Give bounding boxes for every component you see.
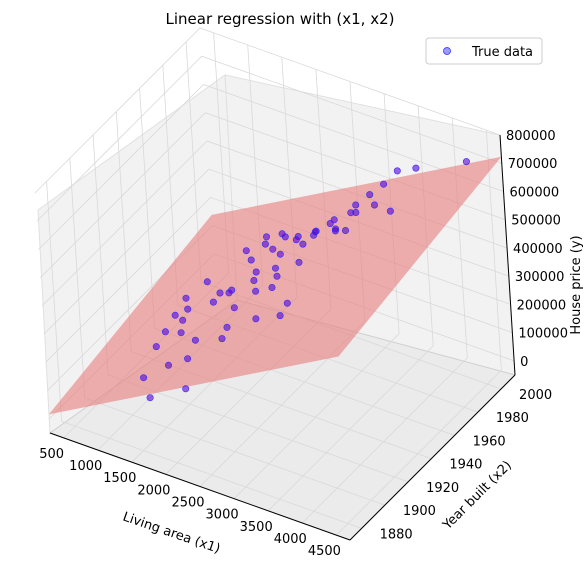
z-tick-label: 500000 [511,214,561,229]
y-axis-line [349,374,516,541]
data-point [252,268,260,276]
y-gridline [46,181,362,529]
data-point [269,245,277,253]
x-tick-label: 4500 [308,544,341,559]
data-point [370,201,378,209]
data-point [261,240,269,248]
data-point [278,230,286,238]
y-tick-label: 1980 [496,411,529,426]
y-tick-label: 1920 [426,481,459,496]
y-tick-label: 2000 [519,388,552,403]
z-tick-label: 300000 [515,270,565,285]
data-point [352,201,360,209]
data-point [182,385,190,393]
data-point [412,164,420,172]
data-point [380,180,388,188]
data-point [332,225,340,233]
x-tick-label: 2000 [137,483,170,498]
data-point [225,289,233,297]
data-point [184,305,192,313]
legend-box [425,37,543,65]
data-point [140,374,148,382]
z-gridline [34,27,501,194]
legend: True data [425,37,543,65]
data-point [295,258,303,266]
x-tick-label: 1000 [69,459,102,474]
x-tick-label: 500 [39,447,64,462]
data-point [393,167,401,175]
data-point [330,216,338,224]
y-tick-label: 1940 [449,458,482,473]
data-point [191,336,199,344]
x-tick-label: 3500 [240,520,273,535]
data-point [182,294,190,302]
data-point [262,233,270,241]
data-point [218,335,226,343]
data-point [271,264,279,272]
data-point [252,315,260,323]
z-tick-label: 0 [520,355,528,370]
data-point [161,328,169,336]
data-point [179,316,187,324]
data-point [299,240,307,248]
y-tick-label: 1900 [403,504,436,519]
z-axis-line [499,134,516,376]
x-tick-label: 3000 [206,508,239,523]
scatter-points [140,158,470,402]
chart-title: Linear regression with (x1, x2) [166,10,395,28]
x-tick-label: 1500 [103,471,136,486]
regression-plane [48,156,502,415]
data-point [177,329,185,337]
data-point [292,236,300,244]
y-tick-label: 1880 [380,527,413,542]
y-tick-label: 1960 [473,434,506,449]
data-point [171,311,179,319]
z-gridline [38,84,504,250]
data-point [366,191,374,199]
z-tick-label: 600000 [510,185,560,200]
data-point [242,247,250,255]
data-point [146,394,154,402]
z-axis-label: House price (y) [569,235,584,334]
data-point [462,158,470,166]
z-tick-label: 100000 [518,327,568,342]
x-gridline [233,93,400,499]
z-gridline [45,196,511,363]
z-tick-label: 400000 [513,242,563,257]
data-point [216,289,224,297]
x-tick-label: 2500 [171,496,204,511]
x-tick-label: 4000 [274,532,307,547]
z-tick-label: 800000 [506,129,556,144]
data-point [276,250,284,258]
legend-marker [443,47,451,55]
x-gridline [336,130,502,536]
data-point [386,207,394,215]
data-point [283,299,291,307]
data-point [250,276,258,284]
data-point [209,298,217,306]
data-point [311,228,319,236]
data-point [341,227,349,235]
data-point [273,272,281,280]
data-point [203,278,211,286]
axis-ticks: 5001000150020002500300035004000450018801… [39,129,568,559]
data-point [276,312,284,320]
x-axis-line [49,432,351,541]
data-point [352,209,360,217]
data-point [165,361,173,369]
z-gridline [36,55,502,222]
z-tick-label: 200000 [517,298,567,313]
data-point [230,304,238,312]
data-point [247,256,255,264]
data-point [268,283,276,291]
data-point [152,343,160,351]
data-point [184,355,192,363]
z-tick-label: 700000 [508,157,558,172]
data-point [252,287,260,295]
data-point [223,323,231,331]
legend-label: True data [471,45,533,60]
